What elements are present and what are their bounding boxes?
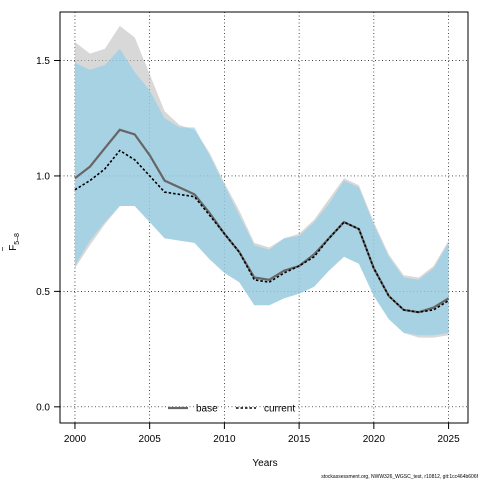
y-axis-title-bar: ‾ [1,247,13,252]
y-tick-label: 1.0 [36,171,50,182]
x-tick-label: 2005 [139,434,162,445]
confidence-band-current [74,48,449,336]
x-tick-label: 2000 [64,434,87,445]
svg-text:F5–8: F5–8 [8,233,21,251]
y-tick-label: 0.0 [36,402,50,413]
legend: base current [168,404,295,415]
y-axis-title-main: F [8,245,19,251]
legend-label-base: base [196,404,218,415]
x-axis-title: Years [252,458,277,469]
series-line-current [74,149,450,314]
x-tick-label: 2025 [437,434,460,445]
footnote: stockassessment.org, NWW326_WGSC_test, r… [321,474,478,480]
y-tick-label: 0.5 [36,287,50,298]
confidence-bands [74,25,449,338]
legend-label-current: current [264,404,295,415]
series-lines [74,128,450,314]
axes: 2000 2005 2010 2015 2020 2025 0.0 0.5 1.0 1.5 [36,56,460,445]
x-tick-label: 2010 [213,434,236,445]
plot-frame [59,11,469,424]
y-axis-title-subscript: 5–8 [14,233,21,245]
y-tick-label: 1.5 [36,56,50,67]
x-tick-label: 2015 [288,434,311,445]
y-axis-title: F5–8 ‾ [1,233,21,252]
x-tick-label: 2020 [363,434,386,445]
